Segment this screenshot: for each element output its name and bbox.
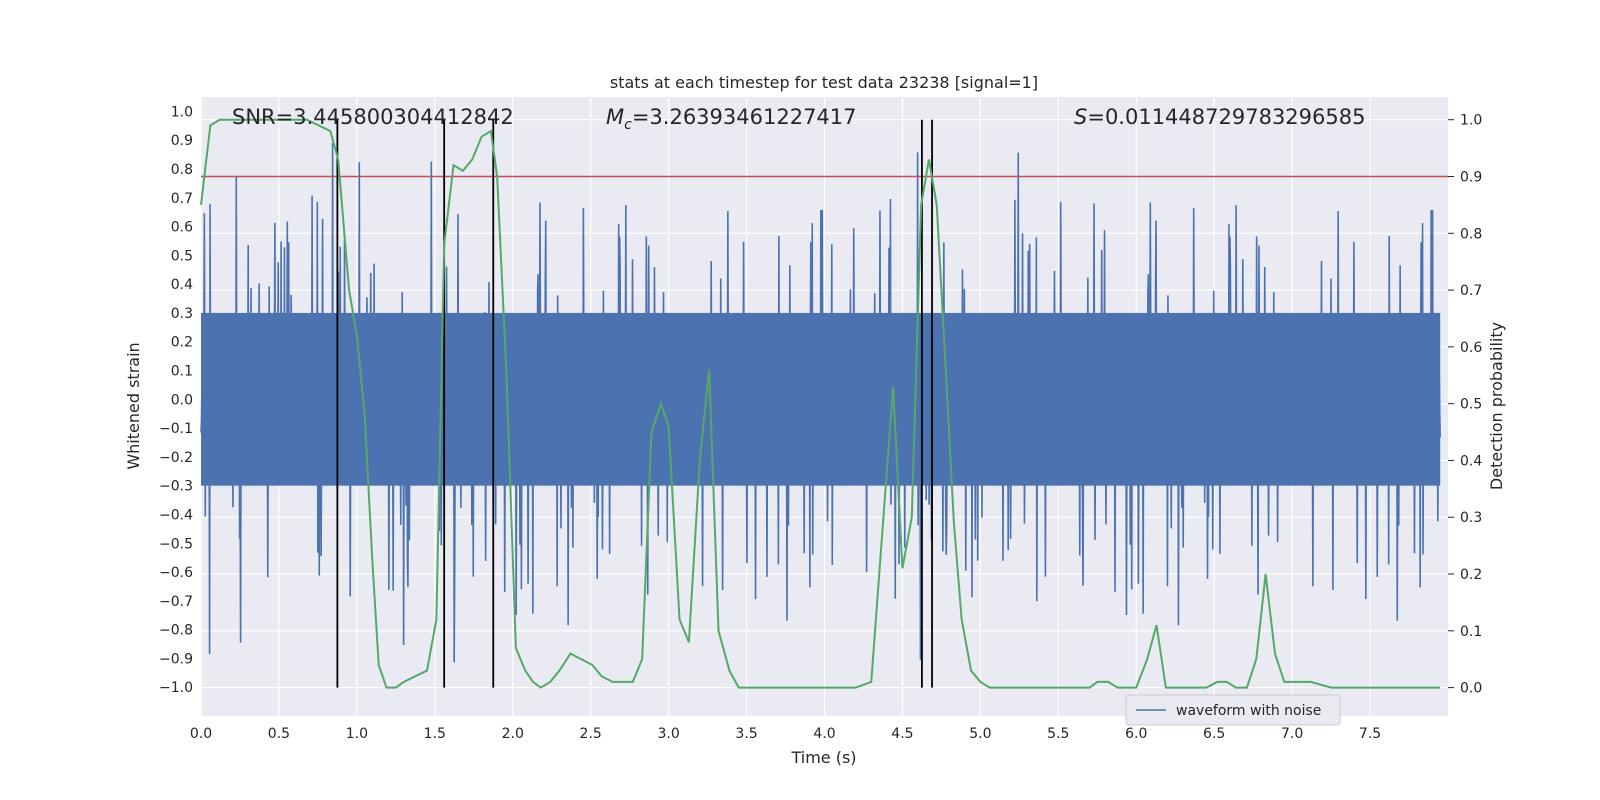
x-tick-label: 2.5 (580, 726, 602, 742)
x-tick-labels: 0.0 0.5 1.0 1.5 2.0 2.5 3.0 3.5 4.0 4.5 5.0 5.5 6.0 6… (190, 726, 1381, 742)
x-tick-label: 5.0 (969, 726, 991, 742)
s-symbol: S (1074, 105, 1087, 129)
y-tick-labels: 1.0 0.9 0.8 0.7 0.6 0.5 0.4 0.3 0.2 0.1 0.0 −0.1 −0.… (159, 104, 193, 696)
y-tick-label: 0.0 (171, 392, 193, 408)
x-tick-label: 2.0 (502, 726, 524, 742)
x-axis-label: Time (s) (790, 748, 856, 767)
y2-tick-labels: 1.0 0.9 0.8 0.7 0.6 0.5 0.4 0.3 0.2 0.1 0.0 (1460, 113, 1482, 697)
x-tick-label: 3.5 (735, 726, 757, 742)
y-tick-label: −0.6 (159, 565, 193, 581)
y-tick-label: −0.4 (159, 507, 193, 523)
chirp-mass-annotation: Mc=3.26393461227417 (606, 105, 857, 133)
legend-label: waveform with noise (1176, 703, 1321, 719)
y-tick-label: −0.1 (159, 421, 193, 437)
vertical-markers (336, 119, 933, 688)
legend-box (1125, 694, 1341, 726)
legend: waveform with noise (1125, 694, 1341, 726)
snr-annotation: SNR=3.445800304412842 (232, 105, 514, 129)
x-tick-label: 7.0 (1281, 726, 1303, 742)
waveform-series (200, 143, 1442, 663)
y-axis-label: Whitened strain (124, 342, 143, 469)
y2-axis-label: Detection probability (1487, 322, 1506, 490)
x-tick-label: 0.5 (268, 726, 290, 742)
y2-tick-label: 0.9 (1460, 170, 1482, 186)
y-tick-label: −0.2 (159, 450, 193, 466)
mc-value: =3.26393461227417 (632, 105, 857, 129)
y-tick-label: 0.9 (171, 133, 193, 149)
y-tick-label: −0.5 (159, 536, 193, 552)
y-tick-label: −1.0 (159, 680, 193, 696)
s-value: =0.011448729783296585 (1087, 105, 1365, 129)
y-tick-label: 0.5 (171, 248, 193, 264)
waveform-dense-band (201, 312, 1441, 486)
x-tick-label: 1.5 (424, 726, 446, 742)
y-tick-label: 0.1 (171, 364, 193, 380)
s-annotation: S=0.011448729783296585 (1074, 105, 1365, 129)
y-tick-label: −0.7 (159, 594, 193, 610)
x-tick-label: 3.0 (657, 726, 679, 742)
x-tick-label: 5.5 (1047, 726, 1069, 742)
x-tick-label: 6.0 (1125, 726, 1147, 742)
x-tick-label: 4.5 (891, 726, 913, 742)
y2-tick-label: 0.0 (1460, 681, 1482, 697)
x-tick-label: 6.5 (1203, 726, 1225, 742)
y-tick-label: −0.3 (159, 479, 193, 495)
y-tick-label: 0.2 (171, 335, 193, 351)
x-tick-label: 4.0 (813, 726, 835, 742)
y-tick-label: −0.8 (159, 623, 193, 639)
y2-tick-label: 0.6 (1460, 340, 1482, 356)
y2-tick-label: 0.5 (1460, 397, 1482, 413)
x-tick-label: 7.5 (1359, 726, 1381, 742)
y-tick-label: 0.6 (171, 220, 193, 236)
y-tick-label: 0.4 (171, 277, 193, 293)
probability-series (200, 118, 1441, 689)
y-tick-label: 0.7 (171, 191, 193, 207)
mc-subscript: c (624, 117, 632, 133)
y-tick-label: 1.0 (171, 104, 193, 120)
x-tick-label: 1.0 (346, 726, 368, 742)
x-tick-label: 0.0 (190, 726, 212, 742)
y2-tick-label: 0.1 (1460, 624, 1482, 640)
y2-tick-label: 1.0 (1460, 113, 1482, 129)
y2-tick-label: 0.7 (1460, 283, 1482, 299)
y-tick-label: 0.3 (171, 306, 193, 322)
y2-tick-label: 0.4 (1460, 453, 1482, 469)
probability-line (200, 118, 1441, 689)
y-tick-label: 0.8 (171, 162, 193, 178)
mc-symbol: M (606, 105, 624, 129)
y2-tick-label: 0.8 (1460, 226, 1482, 242)
y2-tick-label: 0.3 (1460, 510, 1482, 526)
y2-tick-label: 0.2 (1460, 567, 1482, 583)
chart-title: stats at each timestep for test data 232… (610, 73, 1038, 92)
y-tick-label: −0.9 (159, 651, 193, 667)
